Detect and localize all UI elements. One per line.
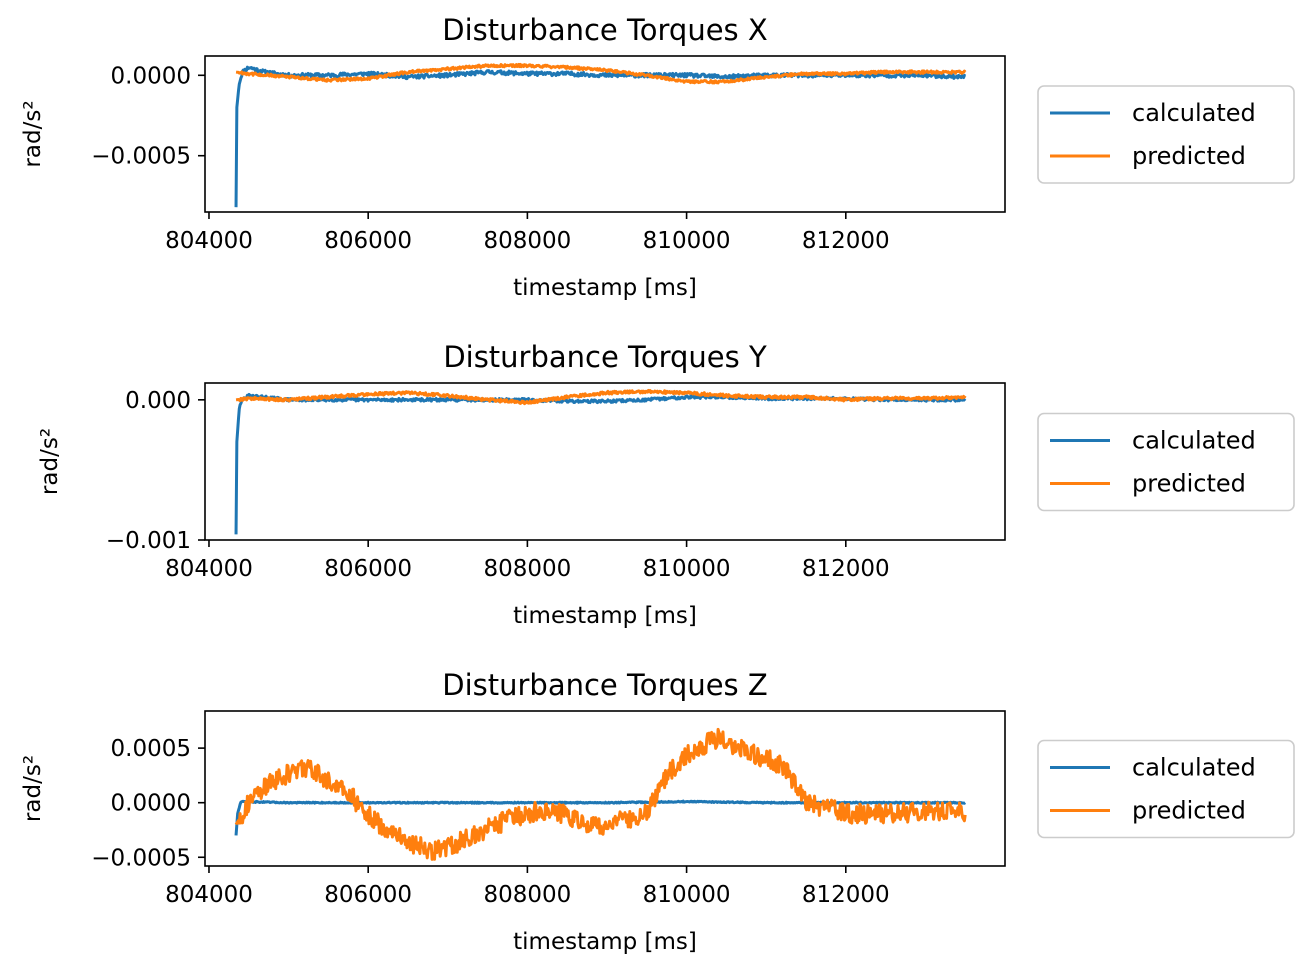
x-axis-label: timestamp [ms] — [513, 603, 697, 629]
legend-label-predicted: predicted — [1132, 142, 1246, 170]
legend-box — [1037, 739, 1295, 839]
x-tick-label: 808000 — [483, 228, 571, 254]
subplot-z: 804000 806000 808000 810000 812000 0.0005 0.00… — [20, 668, 1295, 955]
x-tick-label: 812000 — [802, 882, 890, 908]
x-axis-label: timestamp [ms] — [513, 275, 697, 301]
y-tick-label: 0.0000 — [111, 63, 191, 89]
subplot-x: 804000 806000 808000 810000 812000 0.0000 −0.0… — [20, 13, 1295, 301]
legend: calculated predicted — [1037, 739, 1295, 839]
series-line-predicted — [235, 388, 967, 406]
series-line-predicted — [235, 62, 967, 85]
legend-label-calculated: calculated — [1132, 427, 1256, 455]
x-tick-label: 808000 — [483, 882, 571, 908]
legend-label-calculated: calculated — [1132, 754, 1256, 782]
series-group — [234, 727, 967, 861]
y-tick-label: 0.0000 — [111, 791, 191, 817]
axes-frame — [204, 55, 1006, 213]
chart-title: Disturbance Torques Y — [443, 340, 767, 374]
y-axis-label: rad/s² — [20, 755, 46, 822]
legend-label-calculated: calculated — [1132, 99, 1256, 127]
x-tick-label: 810000 — [643, 882, 731, 908]
x-tick-label: 804000 — [165, 228, 253, 254]
legend-label-predicted: predicted — [1132, 797, 1246, 825]
x-tick-label: 808000 — [483, 556, 571, 582]
y-axis-label: rad/s² — [37, 428, 63, 495]
axes-frame — [204, 382, 1006, 541]
y-tick-label: −0.0005 — [91, 845, 191, 871]
series-group — [234, 388, 967, 535]
x-tick-label: 810000 — [643, 228, 731, 254]
x-tick-label: 806000 — [324, 882, 412, 908]
legend: calculated predicted — [1037, 85, 1295, 184]
series-group — [234, 62, 967, 208]
x-tick-label: 804000 — [165, 882, 253, 908]
series-line-calculated — [234, 65, 967, 208]
y-axis-label: rad/s² — [20, 100, 46, 167]
legend-label-predicted: predicted — [1132, 470, 1246, 498]
x-tick-label: 806000 — [324, 228, 412, 254]
chart-title: Disturbance Torques X — [442, 13, 768, 47]
x-tick-label: 810000 — [643, 556, 731, 582]
series-line-predicted — [234, 727, 967, 861]
y-tick-label: −0.0005 — [91, 144, 191, 170]
x-axis-label: timestamp [ms] — [513, 929, 697, 955]
legend-box — [1037, 85, 1295, 184]
y-tick-label: −0.001 — [106, 528, 191, 554]
legend: calculated predicted — [1037, 412, 1295, 512]
axes-frame — [204, 710, 1006, 867]
subplot-y: 804000 806000 808000 810000 812000 0.000 −0.00… — [37, 340, 1295, 629]
legend-box — [1037, 412, 1295, 512]
y-tick-label: 0.000 — [125, 388, 191, 414]
x-tick-label: 812000 — [802, 556, 890, 582]
x-tick-label: 812000 — [802, 228, 890, 254]
series-line-calculated — [234, 392, 967, 535]
chart-title: Disturbance Torques Z — [442, 668, 768, 702]
y-tick-label: 0.0005 — [111, 736, 191, 762]
x-tick-label: 804000 — [165, 556, 253, 582]
x-tick-label: 806000 — [324, 556, 412, 582]
